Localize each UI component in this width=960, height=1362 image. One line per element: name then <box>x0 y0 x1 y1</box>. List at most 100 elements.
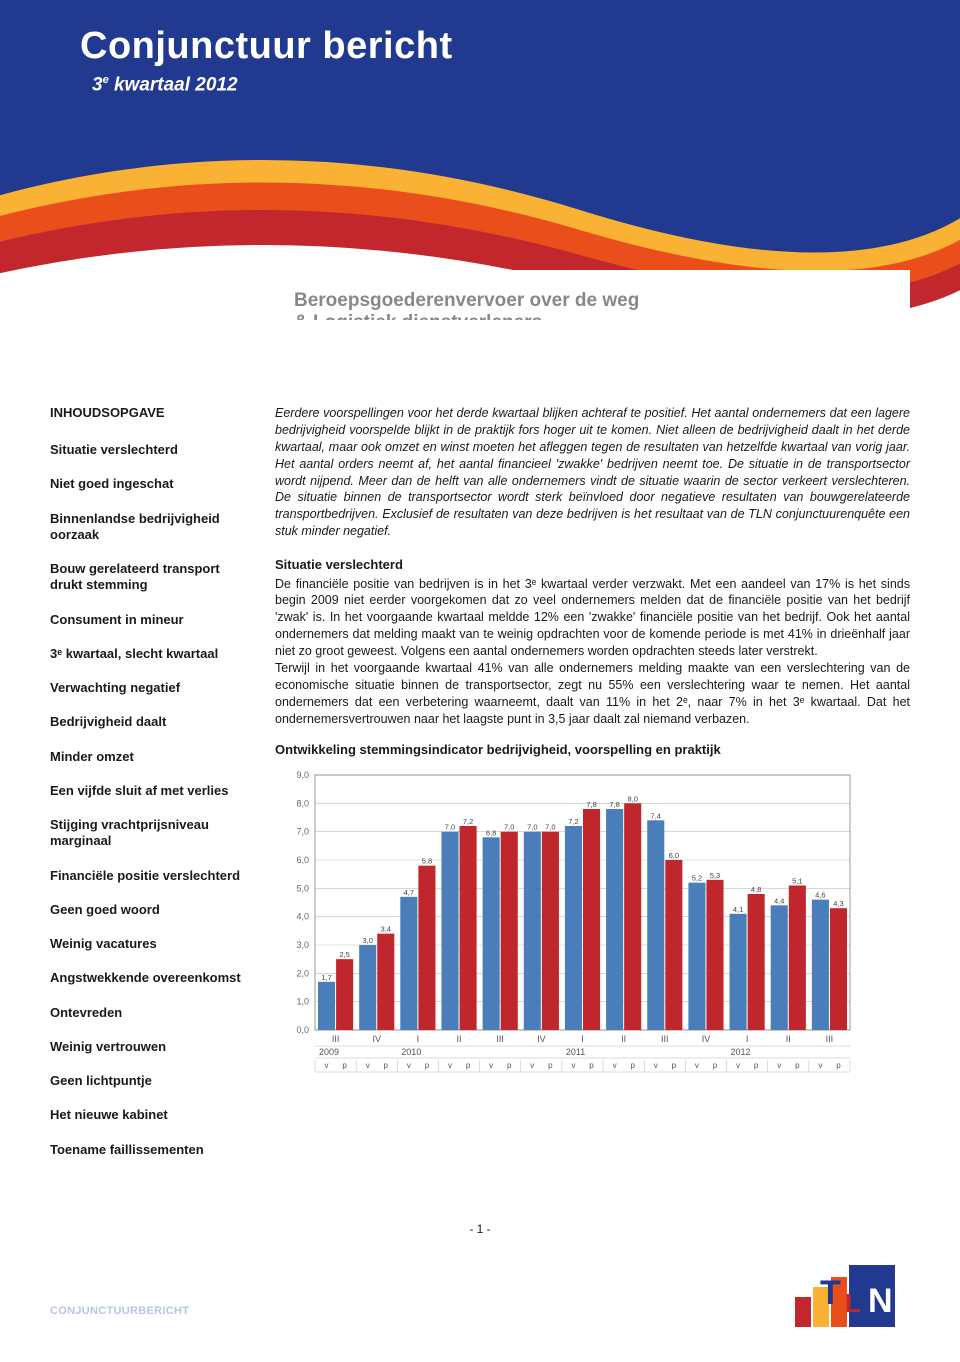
svg-text:5,1: 5,1 <box>792 876 802 885</box>
svg-text:v: v <box>489 1061 493 1070</box>
toc-item[interactable]: Angstwekkende overeenkomst <box>50 970 250 986</box>
toc-item[interactable]: Toename faillissementen <box>50 1142 250 1158</box>
svg-text:p: p <box>342 1061 347 1070</box>
report-subtitle: 3e kwartaal 2012 <box>92 74 453 96</box>
svg-text:II: II <box>621 1034 626 1044</box>
svg-text:IV: IV <box>372 1034 381 1044</box>
svg-text:4,1: 4,1 <box>733 905 743 914</box>
toc-sidebar: INHOUDSOPGAVE Situatie verslechterd Niet … <box>50 405 275 1176</box>
toc-item[interactable]: Een vijfde sluit af met verlies <box>50 783 250 799</box>
svg-text:v: v <box>695 1061 699 1070</box>
svg-text:p: p <box>836 1061 841 1070</box>
chart-svg: 0,01,02,03,04,05,06,07,08,09,01,72,5IIIv… <box>275 765 860 1095</box>
svg-text:IV: IV <box>702 1034 711 1044</box>
svg-text:IV: IV <box>537 1034 546 1044</box>
svg-text:4,7: 4,7 <box>404 888 414 897</box>
tln-logo: T L N <box>790 1257 900 1337</box>
svg-text:p: p <box>630 1061 635 1070</box>
svg-text:7,0: 7,0 <box>527 823 537 832</box>
svg-text:3,0: 3,0 <box>362 936 372 945</box>
svg-text:1,0: 1,0 <box>296 997 309 1007</box>
intro-paragraph: Eerdere voorspellingen voor het derde kw… <box>275 405 910 540</box>
toc-item[interactable]: Bedrijvigheid daalt <box>50 714 250 730</box>
svg-text:L: L <box>845 1288 861 1318</box>
svg-text:p: p <box>384 1061 389 1070</box>
svg-text:7,8: 7,8 <box>609 800 619 809</box>
toc-item[interactable]: Geen goed woord <box>50 902 250 918</box>
svg-text:T: T <box>820 1274 841 1312</box>
svg-text:p: p <box>713 1061 718 1070</box>
toc-title: INHOUDSOPGAVE <box>50 405 250 420</box>
svg-text:9,0: 9,0 <box>296 770 309 780</box>
subject-line-2: & Logistiek dienstverleners <box>294 312 886 320</box>
svg-text:7,2: 7,2 <box>568 817 578 826</box>
toc-item[interactable]: Binnenlandse bedrijvigheid oorzaak <box>50 511 250 544</box>
svg-text:3,0: 3,0 <box>296 940 309 950</box>
svg-text:III: III <box>661 1034 669 1044</box>
svg-text:7,2: 7,2 <box>463 817 473 826</box>
svg-text:7,0: 7,0 <box>545 823 555 832</box>
chart-title: Ontwikkeling stemmingsindicator bedrijvi… <box>275 741 910 759</box>
toc-item[interactable]: Weinig vertrouwen <box>50 1039 250 1055</box>
svg-text:I: I <box>581 1034 584 1044</box>
svg-text:p: p <box>507 1061 512 1070</box>
toc-item[interactable]: Consument in mineur <box>50 612 250 628</box>
section-body: De financiële positie van bedrijven is i… <box>275 576 910 728</box>
toc-item[interactable]: 3ᵉ kwartaal, slecht kwartaal <box>50 646 250 662</box>
svg-text:I: I <box>746 1034 749 1044</box>
svg-text:2009: 2009 <box>319 1047 339 1057</box>
svg-text:7,0: 7,0 <box>296 827 309 837</box>
toc-item[interactable]: Financiële positie verslechterd <box>50 868 250 884</box>
svg-text:v: v <box>818 1061 822 1070</box>
content-column: Eerdere voorspellingen voor het derde kw… <box>275 405 910 1176</box>
toc-item[interactable]: Situatie verslechterd <box>50 442 250 458</box>
svg-text:1,7: 1,7 <box>321 973 331 982</box>
toc-item[interactable]: Minder omzet <box>50 749 250 765</box>
svg-text:7,8: 7,8 <box>586 800 596 809</box>
svg-text:5,0: 5,0 <box>296 883 309 893</box>
svg-text:N: N <box>868 1282 893 1320</box>
footer: - 1 - CONJUNCTUURBERICHT T L N <box>0 1222 960 1362</box>
svg-text:7,4: 7,4 <box>651 811 661 820</box>
svg-text:5,3: 5,3 <box>710 871 720 880</box>
svg-text:4,4: 4,4 <box>774 896 784 905</box>
svg-text:2010: 2010 <box>401 1047 421 1057</box>
toc-item[interactable]: Verwachting negatief <box>50 680 250 696</box>
svg-text:III: III <box>332 1034 340 1044</box>
svg-text:v: v <box>571 1061 575 1070</box>
toc-item[interactable]: Niet goed ingeschat <box>50 476 250 492</box>
main-area: INHOUDSOPGAVE Situatie verslechterd Niet … <box>0 405 960 1216</box>
toc-item[interactable]: Bouw gerelateerd transport drukt stemmin… <box>50 561 250 594</box>
toc-item[interactable]: Weinig vacatures <box>50 936 250 952</box>
svg-text:2011: 2011 <box>566 1047 585 1057</box>
svg-text:v: v <box>736 1061 740 1070</box>
page-number: - 1 - <box>50 1222 910 1236</box>
svg-text:2,5: 2,5 <box>339 950 349 959</box>
svg-text:6,0: 6,0 <box>669 851 679 860</box>
svg-text:p: p <box>754 1061 759 1070</box>
header-banner: Conjunctuur bericht 3e kwartaal 2012 Ber… <box>0 0 960 320</box>
svg-text:p: p <box>672 1061 677 1070</box>
svg-text:v: v <box>530 1061 534 1070</box>
footer-label: CONJUNCTUURBERICHT <box>50 1305 189 1317</box>
toc-item[interactable]: Het nieuwe kabinet <box>50 1107 250 1123</box>
svg-text:v: v <box>613 1061 617 1070</box>
svg-text:8,0: 8,0 <box>627 794 637 803</box>
toc-item[interactable]: Stijging vrachtprijsniveau marginaal <box>50 817 250 850</box>
toc-item[interactable]: Ontevreden <box>50 1005 250 1021</box>
svg-text:3,4: 3,4 <box>381 925 391 934</box>
svg-text:4,6: 4,6 <box>815 891 825 900</box>
svg-text:III: III <box>496 1034 504 1044</box>
svg-text:2012: 2012 <box>731 1047 751 1057</box>
svg-text:II: II <box>457 1034 462 1044</box>
svg-text:0,0: 0,0 <box>296 1025 309 1035</box>
subject-panel: Beroepsgoederenvervoer over de weg & Log… <box>270 270 910 320</box>
svg-text:p: p <box>795 1061 800 1070</box>
svg-text:v: v <box>366 1061 370 1070</box>
svg-text:p: p <box>466 1061 471 1070</box>
svg-text:v: v <box>448 1061 452 1070</box>
toc-item[interactable]: Geen lichtpuntje <box>50 1073 250 1089</box>
svg-text:2,0: 2,0 <box>296 968 309 978</box>
svg-text:v: v <box>777 1061 781 1070</box>
section-heading: Situatie verslechterd <box>275 556 910 574</box>
